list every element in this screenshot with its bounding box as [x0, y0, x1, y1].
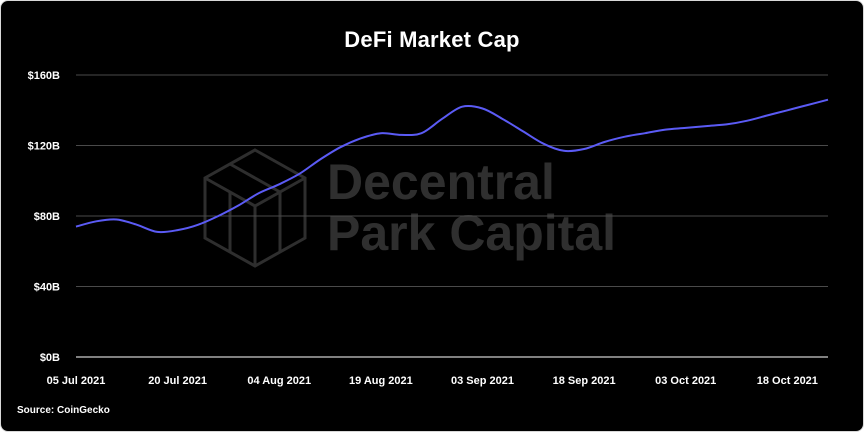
y-tick-label: $160B	[28, 70, 60, 82]
data-point	[398, 132, 404, 138]
data-point	[175, 227, 181, 233]
data-point	[256, 190, 262, 196]
watermark-text-line1: Decentral	[327, 154, 555, 210]
chart-title: DeFi Market Cap	[344, 27, 520, 52]
watermark-cube-icon	[203, 148, 307, 268]
y-tick-label: $40B	[34, 282, 60, 294]
x-tick-label: 18 Sep 2021	[553, 375, 616, 387]
data-point	[73, 224, 79, 230]
data-point	[662, 127, 668, 133]
data-point	[540, 141, 546, 147]
data-point	[601, 139, 607, 145]
data-point	[276, 181, 282, 187]
data-point	[825, 97, 831, 103]
watermark: Decentral Park Capital	[203, 148, 616, 268]
data-point	[378, 130, 384, 136]
y-axis: $0B $40B $80B $120B $160B	[28, 70, 60, 364]
source-note: Source: CoinGecko	[17, 405, 110, 416]
data-point	[703, 123, 709, 129]
data-point	[114, 217, 120, 223]
data-point	[723, 121, 729, 127]
data-point	[520, 128, 526, 134]
series-line	[75, 98, 829, 234]
y-tick-label: $0B	[40, 352, 60, 364]
data-point	[805, 102, 811, 108]
data-point	[419, 130, 425, 136]
data-point	[439, 116, 445, 122]
series-group	[73, 97, 831, 235]
x-tick-label: 20 Jul 2021	[148, 375, 207, 387]
data-point	[561, 148, 567, 154]
data-point	[500, 116, 506, 122]
data-point	[337, 144, 343, 150]
data-point	[215, 213, 221, 219]
x-tick-label: 04 Aug 2021	[247, 375, 311, 387]
data-point	[581, 146, 587, 152]
data-point	[154, 229, 160, 235]
data-point	[642, 130, 648, 136]
data-point	[195, 222, 201, 228]
y-tick-label: $120B	[28, 141, 60, 153]
data-point	[317, 157, 323, 163]
data-point	[479, 105, 485, 111]
data-point	[236, 202, 242, 208]
data-point	[459, 104, 465, 110]
x-tick-label: 03 Oct 2021	[655, 375, 716, 387]
data-point	[297, 171, 303, 177]
data-point	[784, 107, 790, 113]
x-tick-label: 05 Jul 2021	[47, 375, 106, 387]
data-point	[134, 222, 140, 228]
x-axis: 05 Jul 2021 20 Jul 2021 04 Aug 2021 19 Aug …	[47, 375, 818, 387]
data-point	[744, 118, 750, 124]
x-tick-label: 19 Aug 2021	[349, 375, 413, 387]
watermark-text-line2: Park Capital	[327, 205, 616, 261]
data-point	[683, 125, 689, 131]
data-point	[764, 113, 770, 119]
y-tick-label: $80B	[34, 211, 60, 223]
data-point	[622, 134, 628, 140]
x-tick-label: 18 Oct 2021	[757, 375, 818, 387]
grid	[76, 74, 828, 358]
data-point	[93, 218, 99, 224]
x-tick-label: 03 Sep 2021	[451, 375, 514, 387]
data-point	[358, 135, 364, 141]
